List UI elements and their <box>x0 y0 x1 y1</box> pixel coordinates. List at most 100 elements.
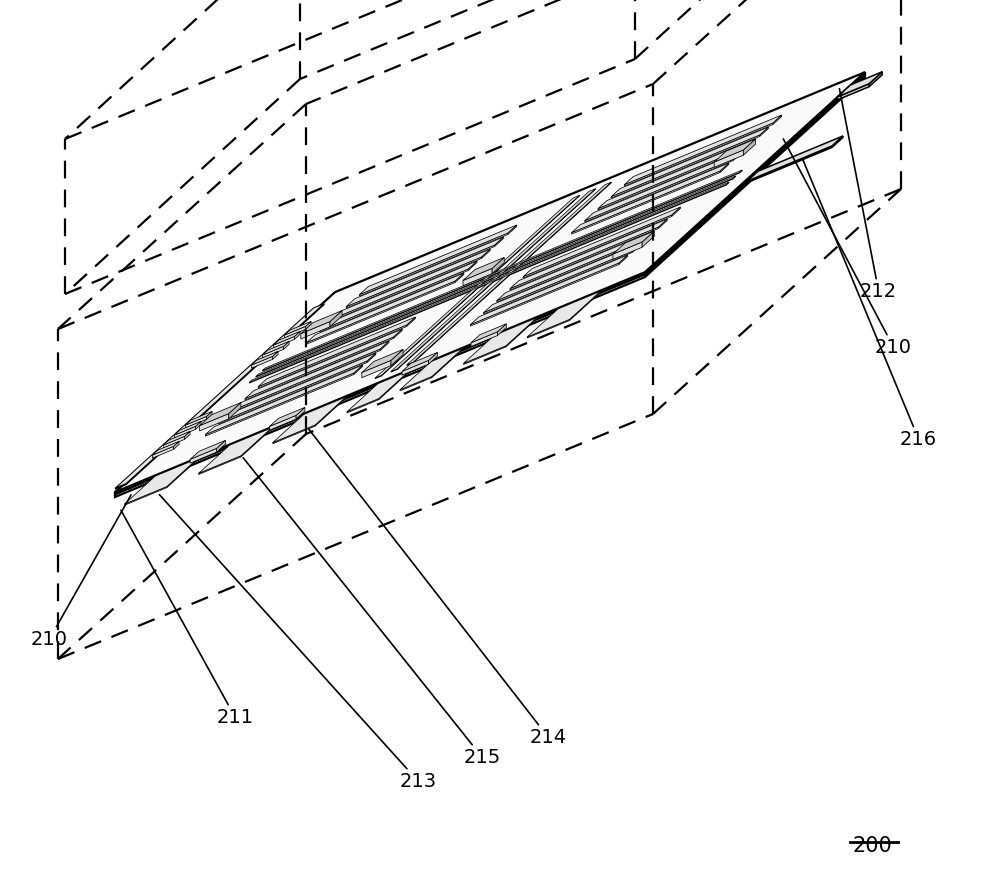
Polygon shape <box>347 371 410 412</box>
Polygon shape <box>432 349 463 378</box>
Polygon shape <box>270 416 296 431</box>
Polygon shape <box>333 258 481 321</box>
Polygon shape <box>263 173 740 372</box>
Polygon shape <box>733 177 736 180</box>
Polygon shape <box>400 349 463 390</box>
Polygon shape <box>572 172 720 235</box>
Polygon shape <box>126 304 324 485</box>
Polygon shape <box>658 220 667 229</box>
Polygon shape <box>743 139 755 156</box>
Polygon shape <box>471 324 506 344</box>
Polygon shape <box>510 220 667 289</box>
Polygon shape <box>463 258 504 282</box>
Polygon shape <box>284 322 311 336</box>
Polygon shape <box>200 414 229 431</box>
Polygon shape <box>273 332 300 346</box>
Polygon shape <box>124 487 167 506</box>
Polygon shape <box>163 437 185 449</box>
Polygon shape <box>284 327 306 339</box>
Polygon shape <box>295 332 300 340</box>
Polygon shape <box>773 116 782 125</box>
Polygon shape <box>471 332 498 347</box>
Polygon shape <box>258 325 407 389</box>
Polygon shape <box>115 273 645 495</box>
Polygon shape <box>270 408 305 427</box>
Polygon shape <box>611 136 760 199</box>
Polygon shape <box>380 342 389 351</box>
Polygon shape <box>362 350 403 373</box>
Polygon shape <box>484 252 632 315</box>
Polygon shape <box>746 139 755 149</box>
Text: 210: 210 <box>31 496 131 649</box>
Polygon shape <box>229 403 241 419</box>
Polygon shape <box>217 441 225 453</box>
Polygon shape <box>219 361 367 424</box>
Polygon shape <box>624 116 782 185</box>
Polygon shape <box>726 182 729 186</box>
Polygon shape <box>249 182 729 383</box>
Polygon shape <box>497 232 654 302</box>
Polygon shape <box>199 428 272 474</box>
Polygon shape <box>397 189 595 370</box>
Polygon shape <box>455 274 464 283</box>
Polygon shape <box>613 243 642 260</box>
Polygon shape <box>585 152 742 221</box>
Polygon shape <box>642 232 654 248</box>
Polygon shape <box>174 427 196 438</box>
Text: 215: 215 <box>243 458 501 766</box>
Polygon shape <box>391 189 595 372</box>
Polygon shape <box>347 399 379 413</box>
Polygon shape <box>307 274 464 343</box>
Polygon shape <box>407 363 413 366</box>
Polygon shape <box>429 353 437 365</box>
Polygon shape <box>163 431 190 446</box>
Polygon shape <box>523 208 680 277</box>
Polygon shape <box>185 431 190 440</box>
Polygon shape <box>468 261 477 271</box>
Polygon shape <box>498 324 506 336</box>
Polygon shape <box>484 244 641 313</box>
Polygon shape <box>296 408 305 420</box>
Polygon shape <box>837 73 882 98</box>
Polygon shape <box>375 376 381 379</box>
Polygon shape <box>330 311 342 327</box>
Polygon shape <box>510 228 658 291</box>
Polygon shape <box>273 397 346 443</box>
Polygon shape <box>232 342 389 411</box>
Polygon shape <box>481 250 490 260</box>
Polygon shape <box>402 353 437 372</box>
Polygon shape <box>249 185 726 383</box>
Polygon shape <box>570 292 600 321</box>
Polygon shape <box>393 330 402 339</box>
Polygon shape <box>258 317 415 387</box>
Polygon shape <box>115 75 865 495</box>
Polygon shape <box>367 353 376 363</box>
Polygon shape <box>747 137 843 182</box>
Polygon shape <box>402 361 429 375</box>
Polygon shape <box>301 311 342 334</box>
Polygon shape <box>497 239 645 303</box>
Polygon shape <box>273 352 278 360</box>
Polygon shape <box>611 128 768 197</box>
Polygon shape <box>400 377 432 391</box>
Polygon shape <box>306 322 311 330</box>
Polygon shape <box>200 403 241 426</box>
Polygon shape <box>585 160 733 223</box>
Polygon shape <box>320 270 468 332</box>
Polygon shape <box>747 146 832 183</box>
Text: 212: 212 <box>839 89 897 301</box>
Polygon shape <box>598 148 746 210</box>
Text: 210: 210 <box>783 139 912 357</box>
Polygon shape <box>470 264 619 327</box>
Polygon shape <box>632 244 641 253</box>
Polygon shape <box>869 73 882 88</box>
Polygon shape <box>508 225 517 235</box>
Polygon shape <box>354 366 363 375</box>
Polygon shape <box>190 441 225 460</box>
Polygon shape <box>251 357 273 368</box>
Polygon shape <box>495 238 503 247</box>
Polygon shape <box>185 412 212 425</box>
Polygon shape <box>307 282 455 345</box>
Polygon shape <box>185 417 207 429</box>
Polygon shape <box>199 456 241 475</box>
